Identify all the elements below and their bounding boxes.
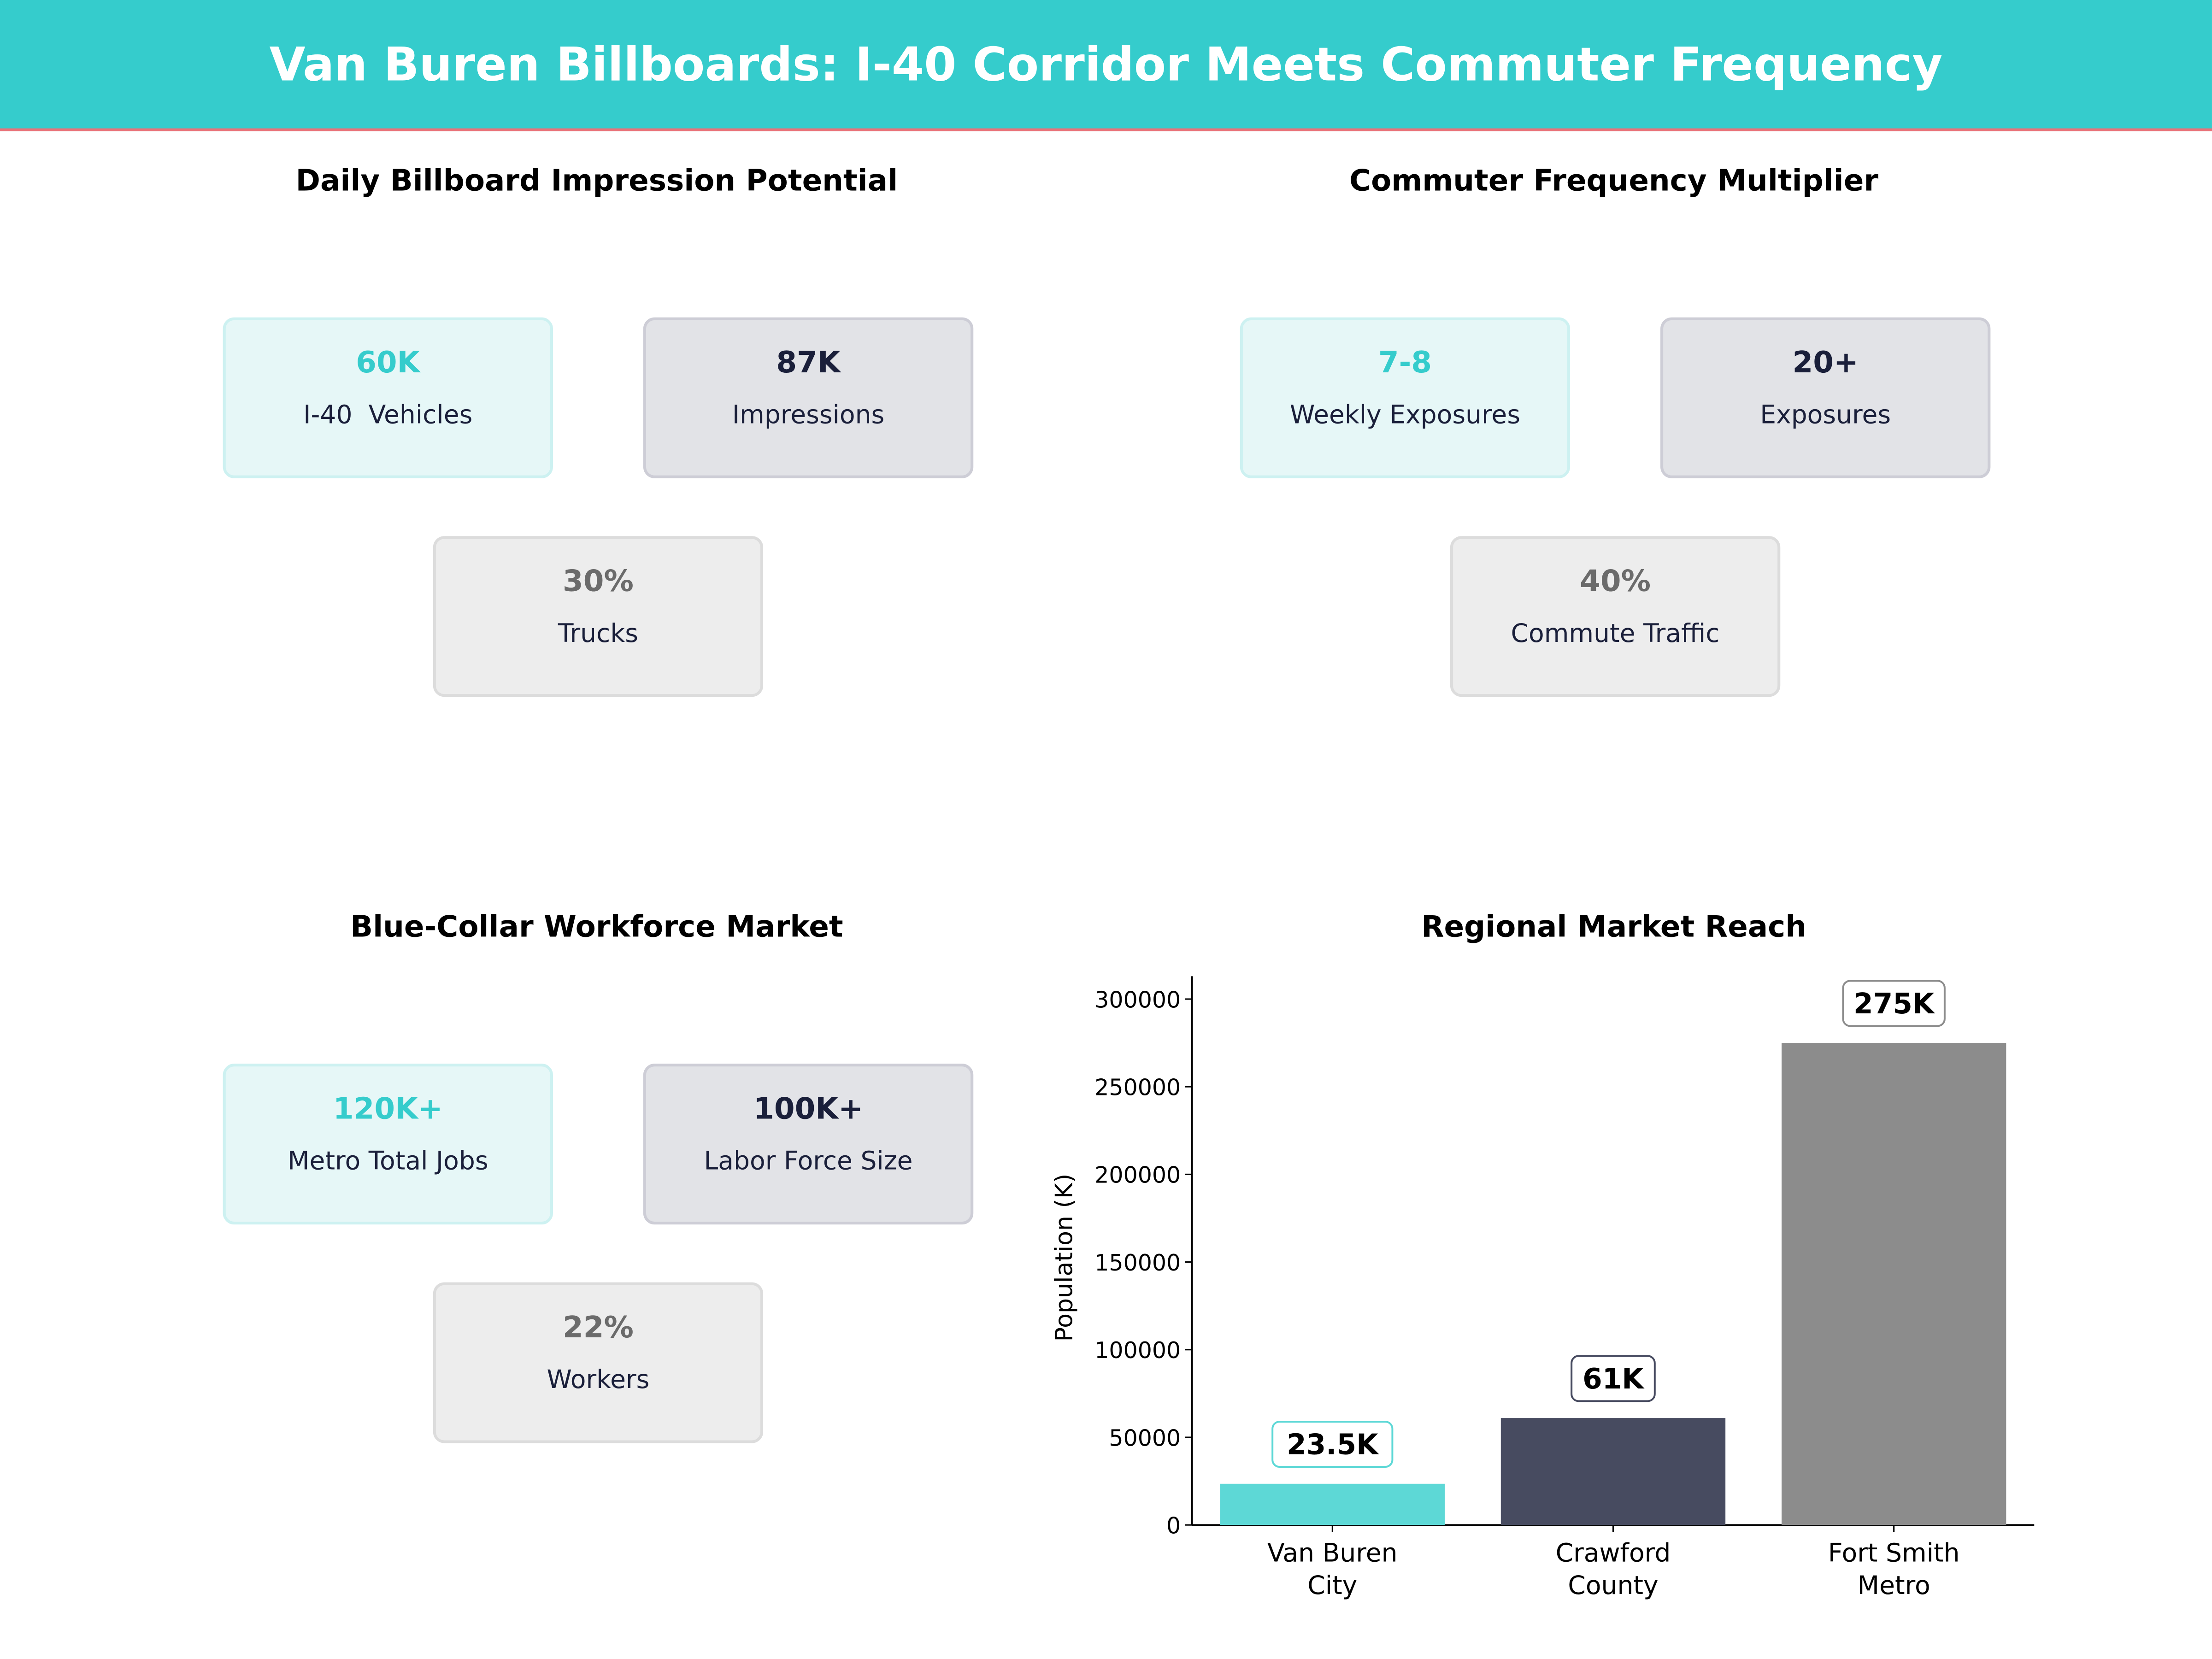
y-tick-label: 150000 [1094,1250,1181,1276]
panel-workforce-title: Blue-Collar Workforce Market [350,910,843,944]
kpi-card: 60K I-40 Vehicles [223,317,553,478]
kpi-label: Exposures [1760,400,1891,430]
kpi-label: Labor Force Size [704,1147,913,1177]
kpi-label: Commute Traffic [1511,619,1720,649]
y-tick-label: 300000 [1094,987,1181,1013]
header-banner: Van Buren Billboards: I-40 Corridor Meet… [0,0,2212,131]
kpi-value: 87K [776,345,841,380]
kpi-label: Metro Total Jobs [288,1147,488,1177]
kpi-label: I-40 Vehicles [303,400,473,430]
y-tick-label: 0 [1166,1513,1181,1539]
x-tick-label: City [1307,1571,1357,1600]
kpi-card: 40% Commute Traffic [1450,536,1781,697]
kpi-value: 22% [562,1310,634,1345]
data-label: 61K [1583,1363,1645,1395]
panel-commuter-title: Commuter Frequency Multiplier [1349,164,1879,198]
y-tick-label: 250000 [1094,1075,1181,1101]
data-label: 275K [1853,988,1936,1020]
y-axis-label: Population (K) [1051,1174,1078,1342]
kpi-card: 30% Trucks [433,536,764,697]
kpi-value: 40% [1580,564,1651,598]
bar [1781,1043,2006,1525]
data-label-box [1842,980,1946,1027]
x-tick-label: Crawford [1556,1538,1671,1568]
kpi-card: 100K+ Labor Force Size [643,1064,974,1225]
kpi-label: Impressions [732,400,885,430]
kpi-value: 20+ [1792,345,1859,380]
bar [1220,1483,1445,1525]
kpi-card: 20+ Exposures [1660,317,1991,478]
kpi-card: 120K+ Metro Total Jobs [223,1064,553,1225]
page-title: Van Buren Billboards: I-40 Corridor Meet… [269,36,1943,92]
kpi-label: Trucks [558,619,638,649]
panel-impressions-title: Daily Billboard Impression Potential [295,164,898,198]
x-tick-label: County [1568,1571,1658,1600]
kpi-value: 100K+ [753,1092,864,1126]
bar [1500,1418,1726,1525]
kpi-value: 60K [356,345,420,380]
y-tick-label: 50000 [1109,1425,1181,1451]
regional-reach-chart: 0 50000 100000 150000 200000 250000 300000 Popu… [1051,976,2035,1600]
kpi-card: 7-8 Weekly Exposures [1240,317,1571,478]
x-tick-label: Metro [1858,1571,1930,1600]
y-tick-label: 100000 [1094,1337,1181,1364]
kpi-label: Workers [547,1365,650,1395]
kpi-label: Weekly Exposures [1289,400,1521,430]
kpi-card: 22% Workers [433,1282,764,1443]
kpi-value: 7-8 [1378,345,1432,380]
x-tick-label: Van Buren [1267,1538,1398,1568]
data-label-box [1271,1421,1394,1468]
kpi-value: 120K+ [333,1092,443,1126]
x-tick-label: Fort Smith [1828,1538,1960,1568]
kpi-value: 30% [562,564,634,598]
data-label-box [1571,1355,1656,1402]
chart-title: Regional Market Reach [1421,910,1807,944]
data-label: 23.5K [1287,1428,1379,1461]
y-tick-label: 200000 [1094,1162,1181,1188]
kpi-card: 87K Impressions [643,317,974,478]
